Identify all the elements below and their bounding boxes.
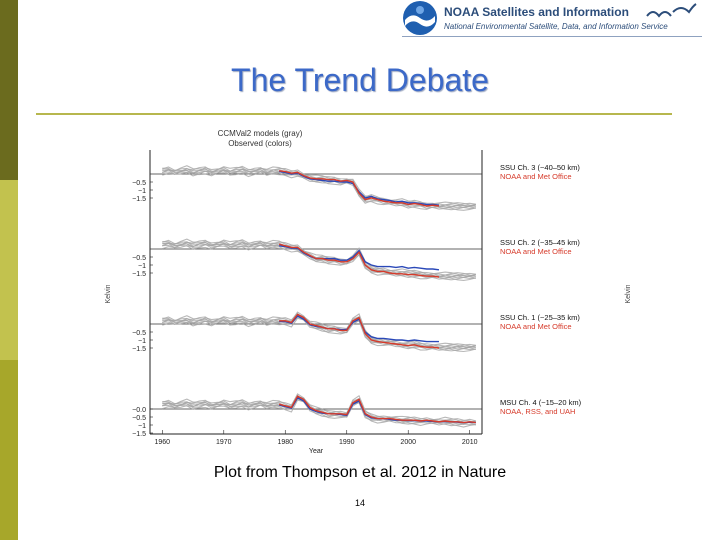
panel-label-top: MSU Ch. 4 (~15–20 km) xyxy=(500,398,582,407)
y-axis-label-right: Kelvin xyxy=(625,284,632,303)
noaa-series-line xyxy=(279,313,440,349)
sidebar-block-dark xyxy=(0,0,18,180)
x-tick-label: 1980 xyxy=(277,439,293,446)
page-number: 14 xyxy=(354,498,365,508)
bird-icon xyxy=(646,3,697,18)
figure-caption: Plot from Thompson et al. 2012 in Nature xyxy=(213,464,507,481)
banner-subtitle: National Environmental Satellite, Data, … xyxy=(444,22,668,31)
y-tick-label: −1.5 xyxy=(132,431,146,438)
y-axis-label: Kelvin xyxy=(105,284,112,303)
y-tick-label: −1.5 xyxy=(132,271,146,278)
trend-chart: CCMVal2 models (gray)Observed (colors) Ke… xyxy=(105,129,632,454)
sidebar-block-mid xyxy=(0,360,18,540)
banner-title: NOAA Satellites and Information xyxy=(444,5,629,19)
x-tick-label: 1990 xyxy=(339,439,355,446)
y-tick-label: −1 xyxy=(138,338,146,345)
y-tick-label: −0.5 xyxy=(132,330,146,337)
x-axis-label: Year xyxy=(309,448,324,454)
panel-label-bottom: NOAA and Met Office xyxy=(500,322,572,331)
model-series-line xyxy=(162,241,476,280)
y-tick-label: −1.5 xyxy=(132,346,146,353)
x-tick-label: 2000 xyxy=(400,439,416,446)
x-tick-label: 2010 xyxy=(462,439,478,446)
met-office-series-line xyxy=(279,170,440,206)
banner-underline xyxy=(402,36,702,37)
y-tick-label: −1 xyxy=(138,423,146,430)
title-rule xyxy=(36,113,672,115)
y-tick-label: −1.5 xyxy=(132,196,146,203)
x-tick-label: 1970 xyxy=(216,439,232,446)
noaa-series-line xyxy=(279,170,440,207)
noaa-logo-icon xyxy=(403,1,437,35)
legend-title-line: Observed (colors) xyxy=(228,139,292,148)
panel-label-bottom: NOAA and Met Office xyxy=(500,172,572,181)
slide-title: The Trend Debate xyxy=(231,62,489,98)
y-tick-label: −1 xyxy=(138,188,146,195)
model-series-line xyxy=(162,313,476,348)
y-tick-label: −0.5 xyxy=(132,180,146,187)
y-tick-label: −1 xyxy=(138,263,146,270)
panel-label-bottom: NOAA, RSS, and UAH xyxy=(500,407,575,416)
model-series-line xyxy=(162,238,476,277)
y-tick-label: −0.0 xyxy=(132,407,146,414)
panel-label-top: SSU Ch. 1 (~25–35 km) xyxy=(500,313,580,322)
legend-title-line: CCMVal2 models (gray) xyxy=(218,129,303,138)
y-tick-label: −0.5 xyxy=(132,415,146,422)
x-tick-label: 1960 xyxy=(155,439,171,446)
y-tick-label: −0.5 xyxy=(132,255,146,262)
panel-label-bottom: NOAA and Met Office xyxy=(500,247,572,256)
noaa-series-line xyxy=(278,243,440,278)
sidebar-block-light xyxy=(0,180,18,360)
panel-label-top: SSU Ch. 2 (~35–45 km) xyxy=(500,238,580,247)
panel-label-top: SSU Ch. 3 (~40–50 km) xyxy=(500,163,580,172)
noaa-series-line xyxy=(278,395,476,424)
met-office-series-line xyxy=(279,245,440,271)
slide-sidebar xyxy=(0,0,18,540)
